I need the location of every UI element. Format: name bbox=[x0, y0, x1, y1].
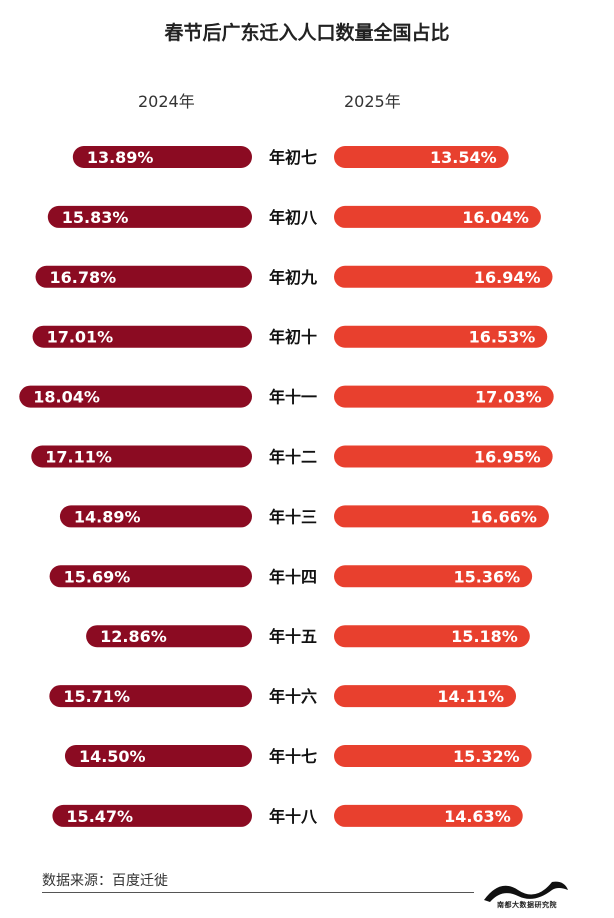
category-label: 年初七 bbox=[269, 148, 317, 167]
value-label-2024: 17.11% bbox=[45, 448, 112, 467]
value-label-2024: 13.89% bbox=[87, 148, 154, 167]
value-label-2024: 17.01% bbox=[47, 328, 114, 347]
bar-2025 bbox=[334, 565, 533, 588]
value-label-2025: 15.36% bbox=[454, 567, 521, 586]
bar-2024 bbox=[49, 685, 252, 708]
category-label: 年十五 bbox=[269, 627, 317, 646]
value-label-2024: 14.89% bbox=[74, 507, 141, 526]
value-label-2025: 16.04% bbox=[462, 208, 529, 227]
value-label-2025: 15.32% bbox=[453, 747, 520, 766]
bar-2024 bbox=[59, 505, 252, 528]
value-label-2025: 14.63% bbox=[444, 807, 511, 826]
value-label-2025: 16.94% bbox=[474, 268, 541, 287]
bar-2024 bbox=[35, 265, 253, 288]
bar-2024 bbox=[64, 745, 252, 767]
category-label: 年十六 bbox=[269, 687, 317, 706]
publisher-name: 南都大数据研究院 bbox=[497, 901, 557, 909]
value-label-2024: 14.50% bbox=[79, 747, 146, 766]
bar-2025 bbox=[334, 625, 530, 648]
category-label: 年十一 bbox=[269, 388, 317, 407]
bar-2025 bbox=[334, 445, 553, 468]
value-label-2024: 15.47% bbox=[66, 807, 133, 826]
value-label-2024: 16.78% bbox=[50, 268, 117, 287]
value-label-2024: 15.69% bbox=[64, 567, 131, 586]
bar-2024 bbox=[72, 146, 252, 168]
category-label: 年十二 bbox=[269, 448, 317, 467]
value-label-2025: 15.18% bbox=[451, 627, 518, 646]
category-label: 年初九 bbox=[269, 268, 317, 287]
publisher-logo-icon bbox=[484, 881, 568, 902]
value-label-2025: 14.11% bbox=[437, 687, 504, 706]
value-label-2025: 16.95% bbox=[474, 448, 541, 467]
category-label: 年十八 bbox=[269, 807, 318, 826]
bar-2024 bbox=[52, 804, 253, 827]
bar-2025 bbox=[334, 325, 548, 348]
value-label-2024: 15.83% bbox=[62, 208, 129, 227]
bar-2024 bbox=[31, 445, 252, 468]
category-label: 年十四 bbox=[269, 567, 317, 586]
value-label-2025: 17.03% bbox=[475, 388, 542, 407]
value-label-2025: 13.54% bbox=[430, 148, 497, 167]
bar-2025 bbox=[334, 385, 554, 408]
bar-2024 bbox=[86, 625, 252, 648]
footer-divider bbox=[42, 892, 474, 893]
value-label-2024: 12.86% bbox=[100, 627, 167, 646]
bar-2025 bbox=[334, 804, 523, 827]
bar-2025 bbox=[334, 205, 541, 228]
bar-2024 bbox=[47, 205, 252, 228]
category-label: 年初八 bbox=[269, 208, 318, 227]
bar-2025 bbox=[334, 146, 509, 168]
bar-2025 bbox=[334, 745, 532, 767]
source-note: 数据来源：百度迁徙 bbox=[42, 873, 168, 889]
bar-2024 bbox=[49, 565, 252, 588]
bar-2025 bbox=[334, 505, 549, 528]
legend-2025: 2025年 bbox=[344, 92, 401, 111]
bar-2025 bbox=[334, 265, 553, 288]
value-label-2024: 15.71% bbox=[63, 687, 130, 706]
category-label: 年十三 bbox=[269, 507, 317, 526]
bar-2024 bbox=[19, 385, 253, 408]
chart-title: 春节后广东迁入人口数量全国占比 bbox=[164, 22, 450, 44]
value-label-2024: 18.04% bbox=[33, 388, 100, 407]
bar-2025 bbox=[334, 685, 517, 708]
bar-2024 bbox=[32, 325, 252, 348]
category-label: 年十七 bbox=[269, 747, 317, 766]
legend-2024: 2024年 bbox=[138, 92, 195, 111]
category-label: 年初十 bbox=[269, 328, 317, 347]
value-label-2025: 16.66% bbox=[470, 507, 537, 526]
value-label-2025: 16.53% bbox=[469, 328, 536, 347]
